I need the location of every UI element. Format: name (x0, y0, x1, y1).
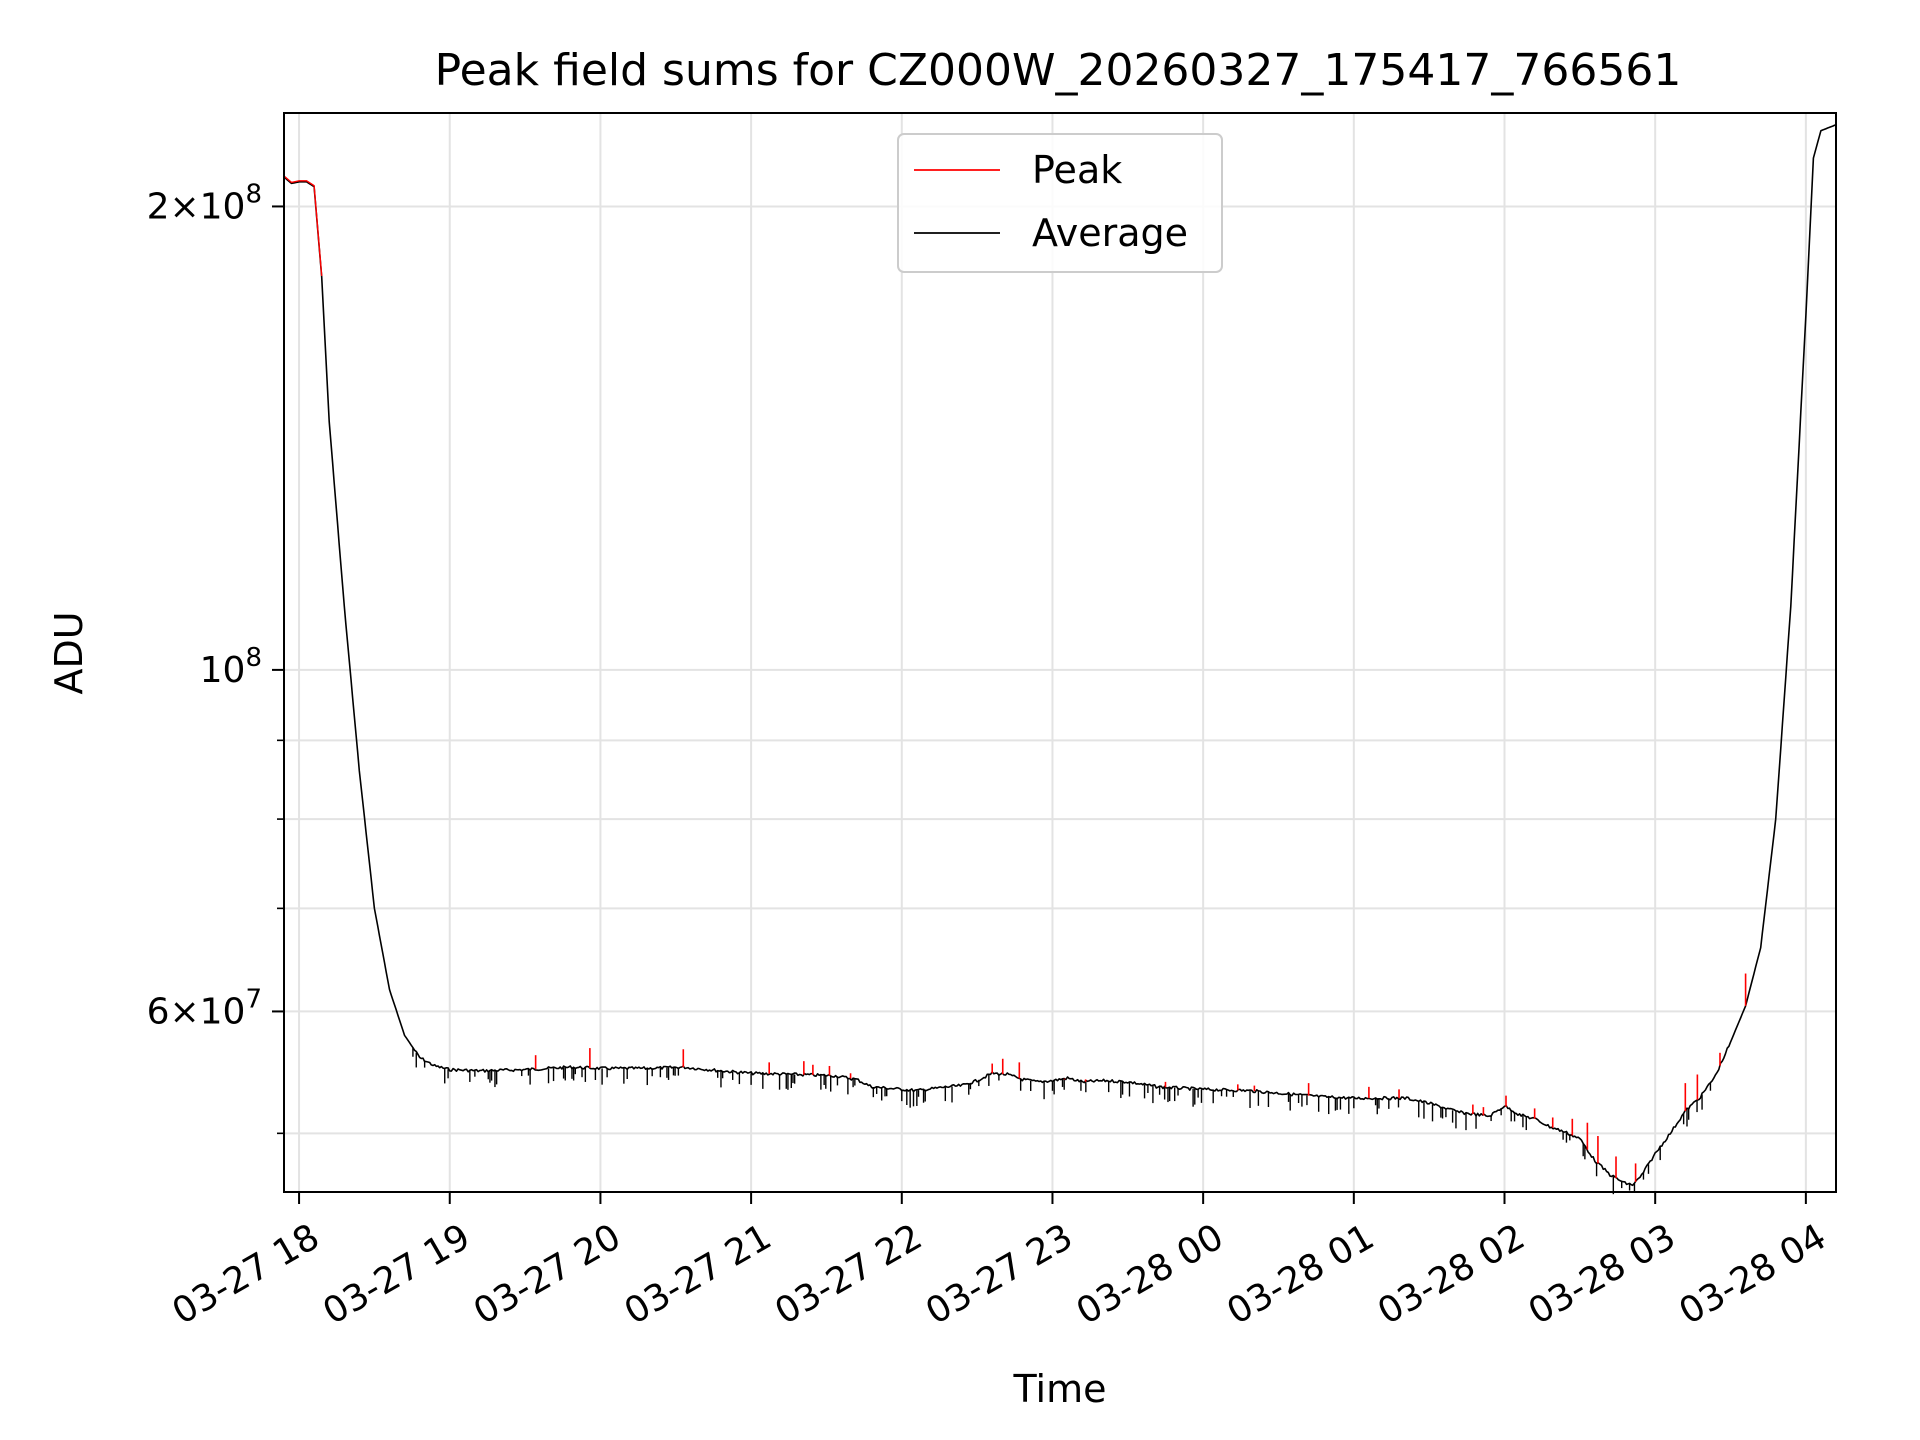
peak-line-start (283, 175, 323, 276)
grid-lines (284, 113, 1836, 1192)
y-tick-label-exponent: 8 (245, 179, 262, 209)
legend: Peak Average (897, 133, 1223, 273)
average-line (283, 123, 1837, 1187)
y-tick-label: 6×107 (147, 984, 262, 1032)
series-average-group (283, 123, 1837, 1195)
y-tick-label-base: 6×10 (147, 991, 246, 1032)
y-tick-label-exponent: 7 (245, 984, 262, 1014)
plot-frame (283, 112, 1837, 1193)
x-axis-label: Time (1013, 1367, 1107, 1411)
series-peak-group (283, 175, 1747, 1182)
y-tick-label-exponent: 8 (245, 643, 262, 673)
y-tick-label-base: 10 (200, 650, 246, 691)
chart-title: Peak field sums for CZ000W_20260327_1754… (435, 45, 1682, 96)
legend-peak-label: Peak (1032, 148, 1122, 192)
y-tick-label-base: 2×10 (147, 186, 246, 227)
legend-box (897, 133, 1223, 273)
legend-average-label: Average (1032, 211, 1188, 255)
y-tick-label: 2×108 (147, 179, 262, 227)
y-tick-label: 108 (200, 643, 262, 691)
y-axis-label: ADU (47, 611, 91, 694)
